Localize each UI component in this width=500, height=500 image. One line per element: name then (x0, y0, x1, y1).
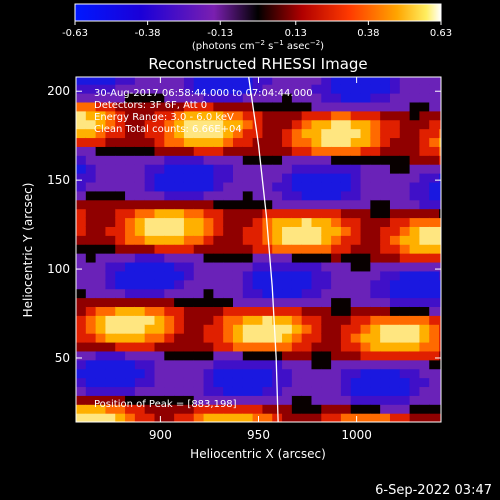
solar-limb-curve (248, 77, 279, 422)
axis-ticks: 900 950 1000 50 100 150 200 (47, 77, 441, 442)
y-tick-label: 50 (55, 351, 70, 365)
chart-title: Reconstructed RHESSI Image (148, 55, 367, 73)
x-tick-label: 900 (149, 428, 172, 442)
y-axis-label: Heliocentric Y (arcsec) (21, 183, 35, 318)
heatmap-image (76, 77, 441, 422)
colorbar-ticks: -0.63 -0.38 -0.13 0.13 0.38 0.63 (62, 21, 452, 39)
annotation-block: 30-Aug-2017 06:58:44.000 to 07:04:44.000… (94, 88, 313, 135)
colorbar-tick-label: 0.13 (285, 28, 307, 39)
y-tick-label: 150 (47, 173, 70, 187)
colorbar-tick-label: 0.63 (430, 28, 452, 39)
x-tick-label: 1000 (341, 428, 372, 442)
annotation-line: Detectors: 3F 6F, Att 0 (94, 100, 207, 111)
x-axis-label: Heliocentric X (arcsec) (190, 447, 326, 461)
colorbar-unit-label: (photons cm−2 s−1 asec−2) (192, 39, 324, 52)
annotation-line: 30-Aug-2017 06:58:44.000 to 07:04:44.000 (94, 88, 313, 99)
colorbar-tick-label: -0.13 (207, 28, 233, 39)
colorbar (74, 3, 442, 22)
y-tick-label: 100 (47, 262, 70, 276)
peak-position-label: Position of Peak = [883,198] (94, 399, 237, 410)
annotation-line: Energy Range: 3.0 - 6.0 keV (94, 112, 234, 123)
colorbar-tick-label: -0.63 (62, 28, 88, 39)
y-tick-label: 200 (47, 84, 70, 98)
colorbar-tick-label: -0.38 (135, 28, 161, 39)
colorbar-tick-label: 0.38 (357, 28, 379, 39)
x-tick-label: 950 (247, 428, 270, 442)
annotation-line: Clean Total counts: 6.66E+04 (94, 124, 242, 135)
footer-date: 6-Sep-2022 03:47 (375, 483, 492, 498)
